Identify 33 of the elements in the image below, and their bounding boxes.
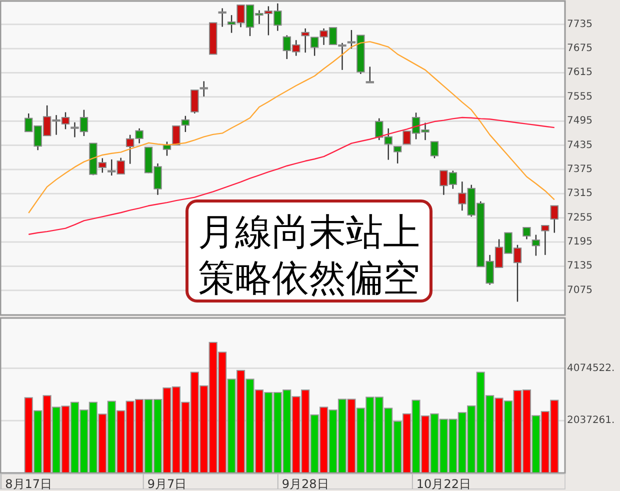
x-tick-label: 10月22日 — [416, 477, 471, 491]
candlestick — [393, 146, 402, 164]
candlestick — [200, 80, 208, 98]
candlestick — [218, 8, 226, 28]
x-tick-label: 9月28日 — [282, 477, 329, 491]
line-series — [28, 41, 555, 214]
y-tick-label: 7075 — [567, 284, 592, 296]
y-tick-label: 7375 — [567, 164, 592, 175]
annotation: 策略依然偏空 — [198, 256, 420, 300]
candlestick — [430, 141, 439, 159]
y-tick-label: 7195 — [567, 236, 592, 248]
y-tick-label: 7255 — [567, 212, 592, 224]
candlestick — [541, 224, 550, 256]
candlestick — [366, 66, 374, 84]
y-tick-label: 2037261. — [567, 415, 615, 426]
x-tick-label: 9月7日 — [147, 477, 187, 491]
y-tick-label: 7315 — [567, 188, 592, 200]
y-tick-label: 4074522. — [567, 362, 615, 374]
y-tick-label: 7615 — [567, 67, 592, 78]
candlestick — [550, 205, 558, 234]
candlestick — [181, 115, 190, 133]
y-tick-label: 7675 — [567, 43, 592, 54]
candlestick — [532, 234, 540, 256]
y-tick-label: 7135 — [567, 260, 592, 272]
y-tick-label: 7435 — [567, 140, 592, 151]
y-tick-label: 7555 — [567, 91, 592, 102]
y-tick-label: 7735 — [567, 18, 592, 30]
candlestick — [301, 28, 310, 54]
candlestick — [190, 89, 199, 114]
y-tick-label: 7495 — [567, 116, 592, 127]
annotation: 月線尚末站上 — [198, 210, 420, 254]
candlestick — [522, 226, 531, 240]
x-tick-label: 8月17日 — [5, 477, 52, 491]
